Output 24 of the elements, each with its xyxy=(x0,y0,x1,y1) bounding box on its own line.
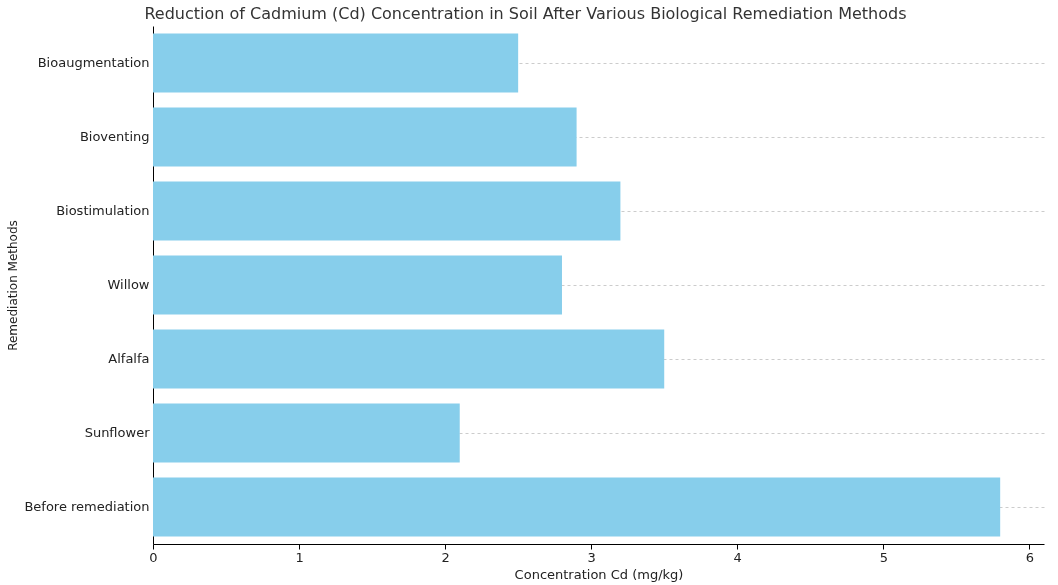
bar xyxy=(153,477,1001,537)
x-tick-label: 3 xyxy=(587,549,596,565)
y-tick-label: Alfalfa xyxy=(108,351,150,366)
y-tick-label: Bioventing xyxy=(79,129,150,144)
x-tick-label: 1 xyxy=(295,549,304,565)
bar xyxy=(153,33,519,93)
y-tick-label: Willow xyxy=(107,277,150,292)
bar xyxy=(153,329,665,389)
x-tick-label: 0 xyxy=(149,549,158,565)
y-tick-label: Sunflower xyxy=(84,425,151,440)
x-tick-label: 4 xyxy=(733,549,742,565)
x-tick-label: 6 xyxy=(1025,549,1035,565)
y-tick-label: Before remediation xyxy=(24,499,150,514)
y-axis-title: Remediation Methods xyxy=(6,220,21,351)
bar xyxy=(153,403,460,463)
x-axis-title: Concentration Cd (mg/kg) xyxy=(514,566,684,582)
x-tick-label: 2 xyxy=(441,549,450,565)
y-tick-label: Bioaugmentation xyxy=(37,55,150,70)
bar xyxy=(153,181,621,241)
y-tick-label: Biostimulation xyxy=(56,203,150,218)
chart-title: Reduction of Cadmium (Cd) Concentration in Soil After Various Biological Remediation Methods xyxy=(144,4,907,23)
bar xyxy=(153,107,577,167)
x-tick-label: 5 xyxy=(879,549,888,565)
bar xyxy=(153,255,562,315)
